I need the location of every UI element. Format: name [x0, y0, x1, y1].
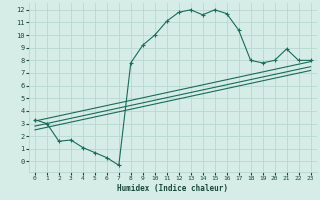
X-axis label: Humidex (Indice chaleur): Humidex (Indice chaleur) [117, 184, 228, 193]
